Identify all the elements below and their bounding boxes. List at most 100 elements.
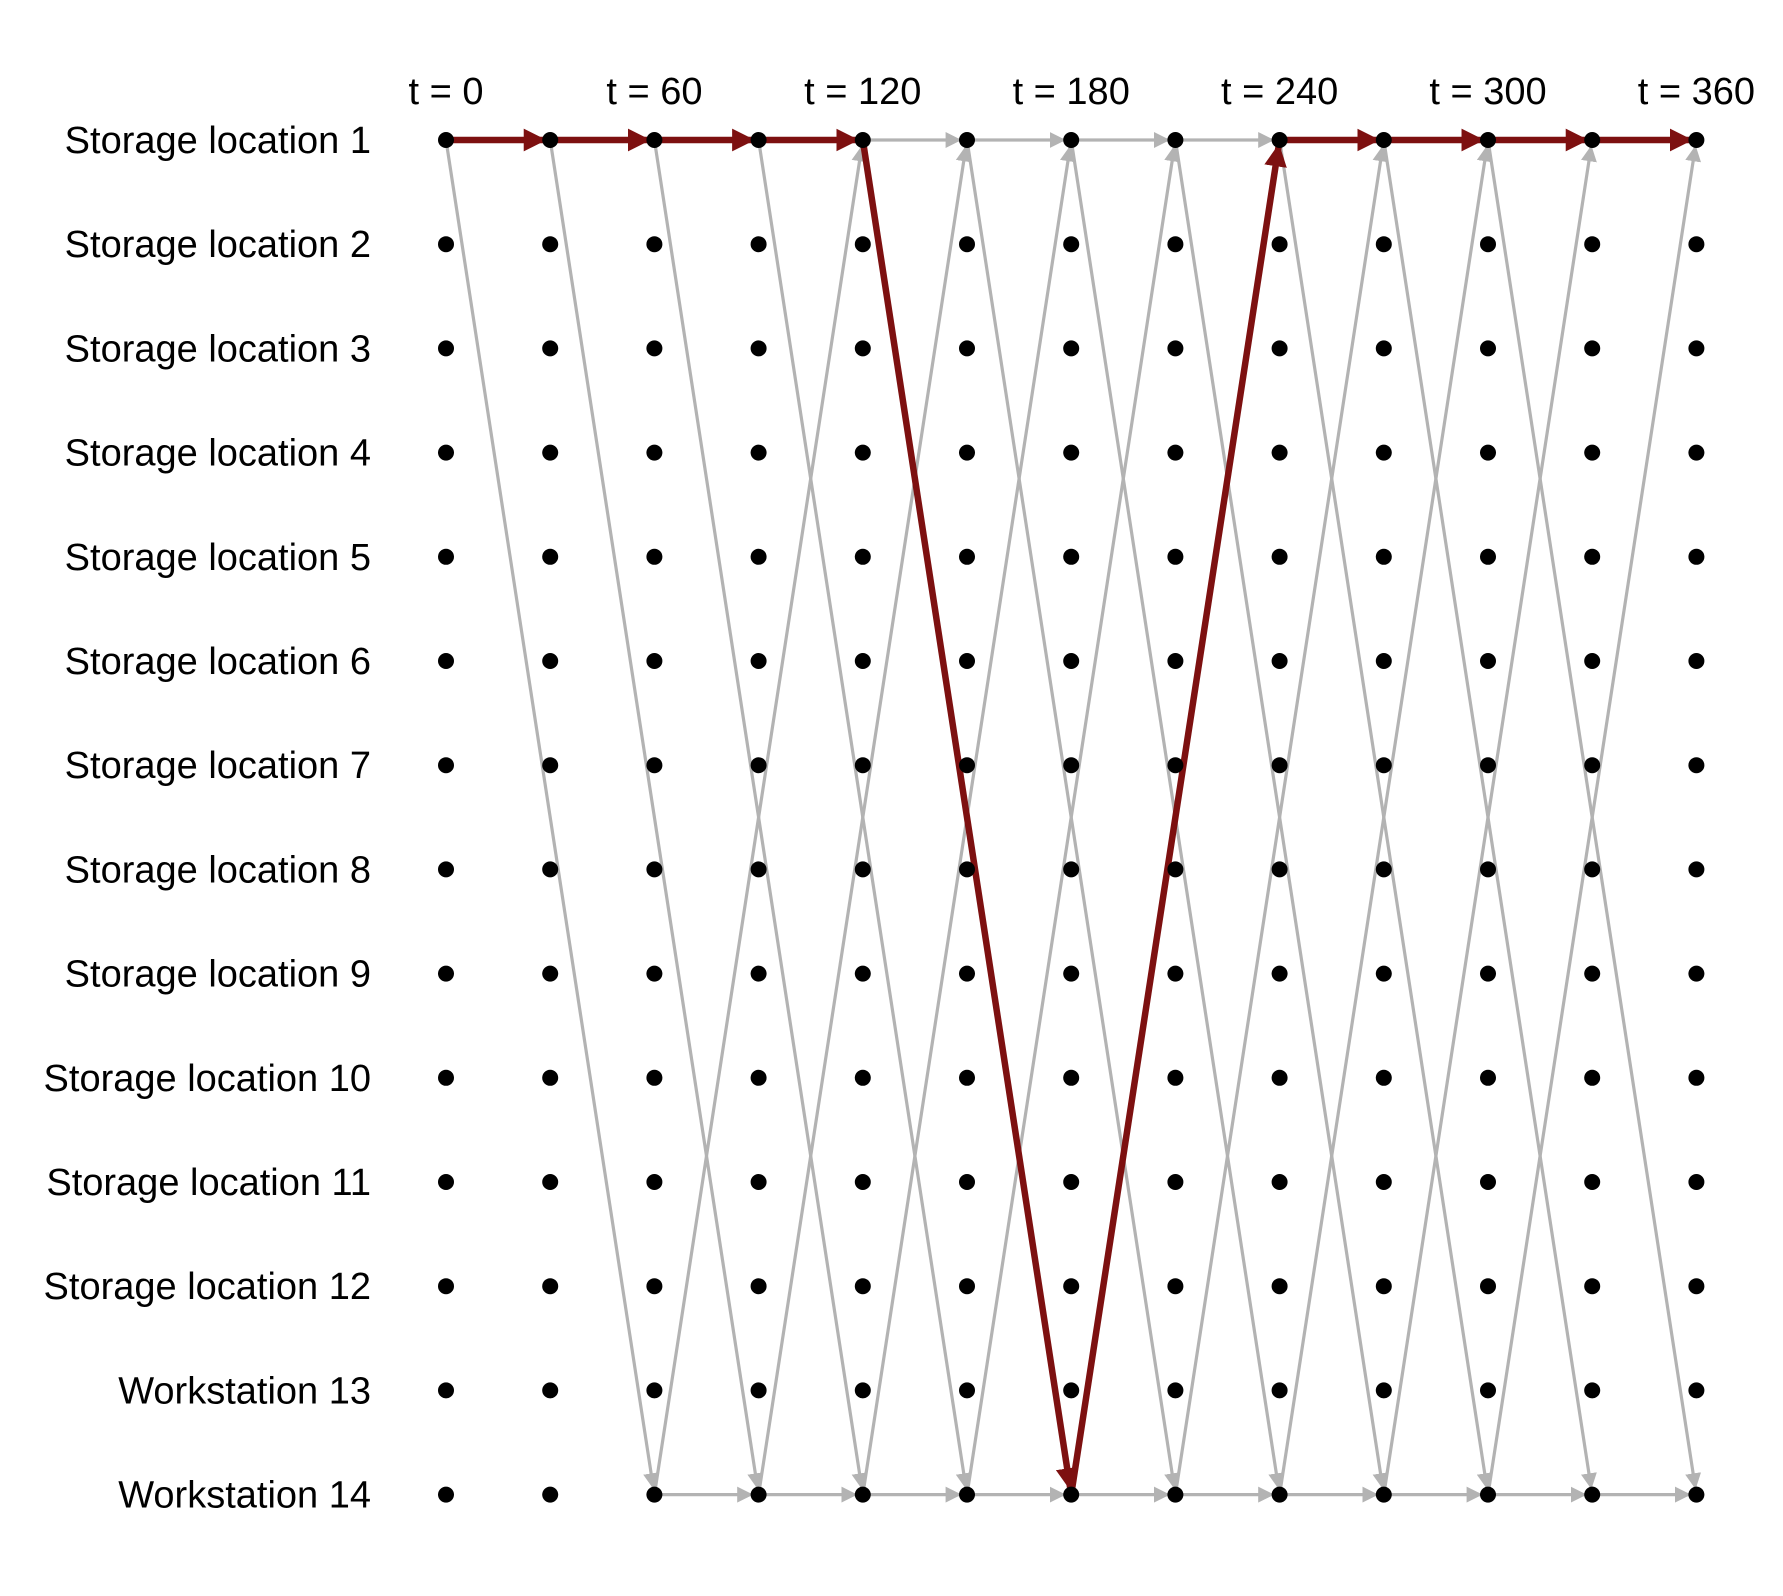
network-node (438, 861, 454, 878)
network-node (1480, 340, 1496, 357)
network-node (1063, 757, 1080, 774)
network-node (1584, 653, 1601, 669)
network-node (646, 340, 663, 357)
network-node (1271, 861, 1288, 878)
network-node (646, 444, 663, 461)
network-node (1375, 861, 1392, 878)
network-node (646, 548, 663, 565)
network-node (959, 548, 975, 565)
network-node (646, 1278, 663, 1295)
network-node (1271, 1382, 1288, 1399)
row-label: Storage location 1 (65, 120, 371, 162)
row-label: Storage location 7 (65, 745, 371, 787)
network-node (1688, 236, 1705, 253)
network-node (854, 132, 871, 148)
network-node (1063, 1174, 1080, 1190)
network-node (438, 340, 454, 357)
network-node (854, 653, 871, 669)
network-node (959, 236, 975, 253)
network-node (854, 757, 871, 774)
time-label: t = 240 (1221, 71, 1338, 113)
network-node (542, 340, 559, 357)
network-node (1480, 653, 1496, 669)
network-node (750, 1278, 767, 1295)
grey-arc (444, 139, 660, 1490)
network-node (1271, 1278, 1288, 1295)
network-node (542, 757, 559, 774)
network-node (1271, 653, 1288, 669)
network-node (1688, 653, 1705, 669)
network-node (1167, 340, 1184, 357)
network-node (1375, 653, 1392, 669)
network-node (1167, 444, 1184, 461)
network-node (750, 132, 767, 148)
network-node (1480, 1486, 1496, 1503)
network-node (1271, 757, 1288, 774)
network-node (1271, 444, 1288, 461)
node-grid (438, 132, 1705, 1503)
network-node (750, 653, 767, 669)
network-node (1063, 965, 1080, 982)
network-node (438, 1278, 454, 1295)
grey-arc (548, 139, 764, 1490)
network-node (750, 444, 767, 461)
network-node (438, 444, 454, 461)
network-node (1688, 1174, 1705, 1190)
network-node (1167, 1278, 1184, 1295)
network-node (1167, 653, 1184, 669)
network-node (1167, 965, 1184, 982)
network-node (1167, 548, 1184, 565)
network-node (1167, 1174, 1184, 1190)
network-node (542, 1278, 559, 1295)
network-node (438, 236, 454, 253)
network-node (1375, 1069, 1392, 1086)
network-node (1271, 340, 1288, 357)
network-node (854, 1069, 871, 1086)
network-node (1480, 548, 1496, 565)
network-node (854, 1382, 871, 1399)
network-node (1480, 1174, 1496, 1190)
network-node (542, 1069, 559, 1086)
network-node (542, 653, 559, 669)
network-node (1584, 548, 1601, 565)
network-node (438, 1174, 454, 1190)
network-node (1688, 132, 1705, 148)
network-node (438, 1069, 454, 1086)
network-node (542, 1174, 559, 1190)
network-node (750, 340, 767, 357)
time-label: t = 300 (1429, 71, 1546, 113)
network-node (1375, 1382, 1392, 1399)
network-node (1688, 965, 1705, 982)
row-label: Storage location 11 (46, 1162, 371, 1204)
network-node (646, 1382, 663, 1399)
network-node (1063, 548, 1080, 565)
network-node (1375, 132, 1392, 148)
time-axis-labels: t = 0 t = 60 t = 120 t = 180 t = 240 t = 300 t… (409, 71, 1756, 113)
row-label: Storage location 8 (65, 849, 371, 891)
time-label: t = 360 (1638, 71, 1755, 113)
time-label: t = 120 (804, 71, 921, 113)
network-node (750, 1069, 767, 1086)
network-node (438, 132, 454, 148)
highlighted-route (446, 128, 1693, 1496)
row-label: Storage location 2 (65, 224, 371, 266)
network-node (959, 132, 975, 148)
network-node (542, 236, 559, 253)
network-node (750, 1382, 767, 1399)
time-label: t = 60 (606, 71, 702, 113)
network-node (542, 1486, 559, 1503)
network-node (1688, 861, 1705, 878)
time-label: t = 180 (1013, 71, 1130, 113)
network-node (854, 965, 871, 982)
row-label: Storage location 3 (65, 328, 371, 370)
network-node (646, 861, 663, 878)
network-node (854, 1486, 871, 1503)
network-node (646, 653, 663, 669)
network-node (1063, 236, 1080, 253)
network-node (1375, 965, 1392, 982)
network-node (854, 1278, 871, 1295)
network-node (959, 444, 975, 461)
network-node (1375, 757, 1392, 774)
network-node (1375, 340, 1392, 357)
